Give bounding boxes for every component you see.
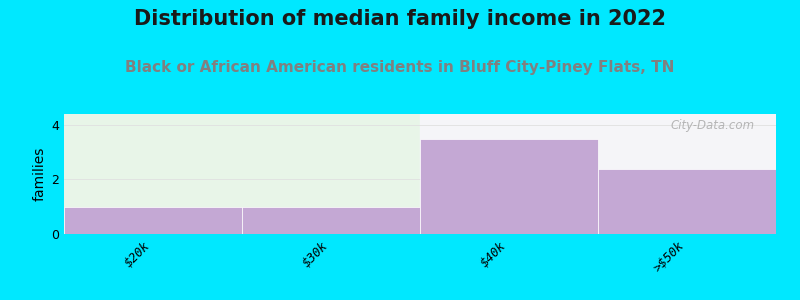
- Y-axis label: families: families: [33, 147, 47, 201]
- Bar: [64, 207, 242, 234]
- Text: Distribution of median family income in 2022: Distribution of median family income in …: [134, 9, 666, 29]
- Bar: [64, 114, 420, 234]
- Text: City-Data.com: City-Data.com: [670, 119, 754, 132]
- Bar: [420, 139, 598, 234]
- Text: Black or African American residents in Bluff City-Piney Flats, TN: Black or African American residents in B…: [126, 60, 674, 75]
- Bar: [598, 169, 776, 234]
- Bar: [242, 207, 420, 234]
- Bar: [420, 114, 776, 234]
